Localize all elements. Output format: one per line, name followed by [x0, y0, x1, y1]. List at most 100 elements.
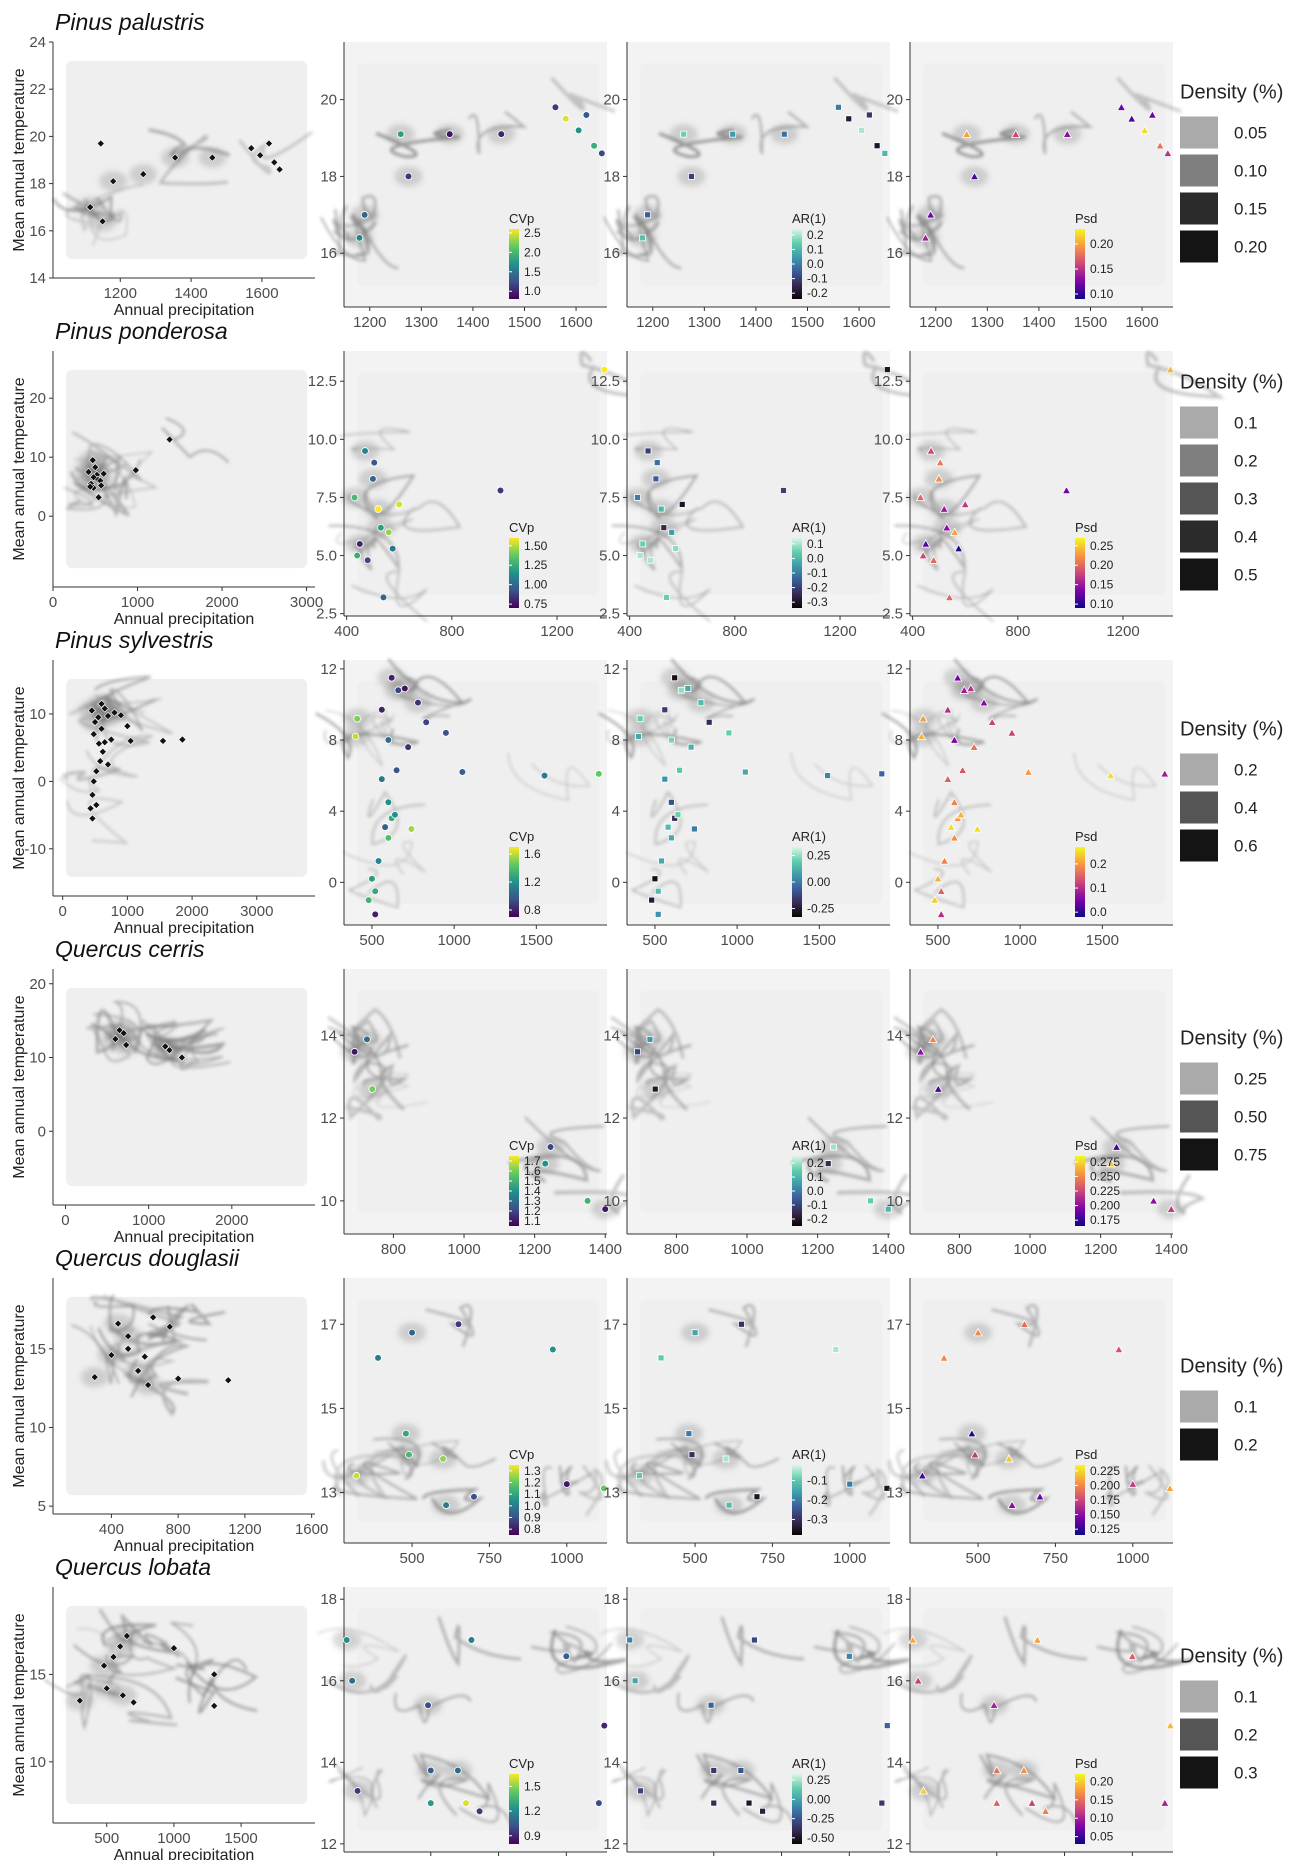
data-point: [626, 1636, 634, 1644]
ar1-legend: AR(1) 0.20.10.0-0.1-0.2: [792, 1138, 828, 1226]
x-tick-label: 1600: [842, 314, 875, 331]
legend-tick-label: 1.7: [524, 1154, 541, 1168]
data-point: [363, 556, 372, 565]
data-point: [165, 1046, 174, 1055]
data-point: [639, 234, 646, 242]
data-point: [657, 505, 665, 513]
x-tick-label: 500: [359, 932, 384, 949]
x-tick-label: 400: [617, 623, 642, 640]
legend-tick-label: 0.150: [1090, 1508, 1120, 1522]
data-point: [908, 1635, 918, 1644]
legend-tick-label: 1.4: [524, 1184, 541, 1198]
x-tick-label: 0: [49, 594, 57, 611]
density-ridge: [425, 1304, 475, 1348]
data-point: [402, 1429, 410, 1438]
legend-tick-label: 0.1: [807, 242, 824, 256]
x-tick-label: 1000: [550, 1550, 583, 1567]
data-point: [86, 203, 95, 212]
x-tick-label: 2000: [175, 903, 208, 920]
data-point: [404, 172, 413, 181]
x-tick-label: 1200: [353, 314, 386, 331]
data-point: [601, 1205, 610, 1213]
data-point: [1128, 1479, 1138, 1488]
data-point: [989, 1700, 999, 1709]
data-point: [741, 768, 749, 776]
density-swatch: [1180, 1718, 1218, 1751]
cvp-panel: 800 1000 1200 1400101214CVp1.71.61.51.41.31…: [320, 969, 640, 1258]
data-point: [600, 1721, 609, 1730]
data-point: [933, 1084, 943, 1093]
x-tick-label: 1500: [1074, 314, 1107, 331]
y-tick-label: 18: [886, 1591, 903, 1608]
x-tick-label: 800: [1005, 623, 1030, 640]
cvp-legend: CVp 1.31.21.11.00.90.8: [509, 1447, 541, 1536]
data-point: [454, 1766, 462, 1775]
data-point: [590, 141, 598, 150]
data-point: [881, 149, 889, 157]
y-tick-label: 10: [886, 1193, 903, 1210]
density-ridge: [348, 868, 399, 909]
density-ridge: [142, 1621, 198, 1678]
y-tick-label: 17: [320, 1316, 337, 1333]
y-tick-label: 17: [603, 1316, 620, 1333]
data-point: [350, 493, 359, 502]
data-point: [351, 732, 360, 741]
density-cloud: [923, 372, 1166, 595]
legend-tick-label: 2.0: [524, 245, 541, 259]
data-point: [470, 1492, 478, 1501]
legend-tick-label: 0.00: [807, 875, 831, 889]
legend-title: Psd: [1075, 1756, 1097, 1771]
data-point: [688, 1451, 696, 1459]
data-point: [830, 1143, 837, 1151]
legend-tick-label: 1.50: [524, 539, 548, 553]
x-tick-label: 1200: [518, 1241, 551, 1258]
legend-tick-label: 1.00: [524, 578, 548, 592]
y-tick-label: 12: [603, 661, 620, 678]
legend-tick-label: 1.6: [524, 1164, 541, 1178]
data-point: [722, 1455, 730, 1463]
cvp-legend: CVp 1.6 1.2 0.8: [509, 829, 541, 917]
color-bar: [1075, 538, 1085, 608]
x-tick-label: 1200: [540, 623, 573, 640]
density-legend-label: 0.2: [1234, 1726, 1258, 1745]
data-point: [654, 910, 662, 918]
ar1-legend: AR(1) 0.20.10.0-0.1-0.2: [792, 211, 828, 300]
legend-tick-label: 0.275: [1090, 1155, 1120, 1169]
data-point: [445, 130, 454, 138]
data-point: [959, 685, 969, 694]
data-point: [687, 743, 695, 751]
data-point: [710, 1767, 718, 1774]
legend-tick-label: -0.2: [807, 286, 828, 300]
cvp-panel: 500 1000 1500 0 4 8 12 CVp 1.6 1.2 0.8: [315, 658, 607, 949]
x-tick-label: 1500: [520, 932, 553, 949]
data-point: [674, 811, 682, 819]
density-ridge: [467, 111, 528, 155]
ar1-legend: AR(1) 0.10.0-0.1-0.2-0.3: [792, 520, 828, 609]
data-point: [653, 459, 661, 466]
density-ridge: [524, 1116, 604, 1172]
data-point: [561, 115, 570, 123]
data-point: [92, 767, 101, 776]
legend-tick-label: 1.5: [524, 1174, 541, 1188]
density-swatch: [1180, 1100, 1218, 1133]
data-point: [377, 523, 385, 532]
data-point: [363, 1035, 371, 1044]
data-point: [264, 139, 273, 148]
data-point: [780, 487, 787, 494]
x-tick-label: 1300: [405, 314, 438, 331]
data-point: [966, 683, 976, 693]
legend-tick-label: 0.0: [1090, 905, 1107, 919]
x-tick-label: 500: [966, 1550, 991, 1567]
density-ridge: [84, 1674, 178, 1727]
y-tick-label: 0: [38, 508, 46, 525]
data-point: [1127, 1651, 1138, 1660]
legend-tick-label: 0.8: [524, 1522, 541, 1536]
y-tick-label: 14: [603, 1754, 620, 1771]
psd-panel: 400 800 1200 2.5 5.0 7.5 10.0 12.5 Psd 0.25 0.20 0.…: [874, 350, 1226, 640]
x-tick-label: 400: [334, 623, 359, 640]
data-point: [583, 1197, 592, 1205]
density-ridge: [965, 694, 1039, 720]
ar1-panel: 400 800 12002.55.07.510.012.5AR(1)0.10.0-0…: [591, 350, 942, 640]
color-bar: [509, 1774, 519, 1844]
